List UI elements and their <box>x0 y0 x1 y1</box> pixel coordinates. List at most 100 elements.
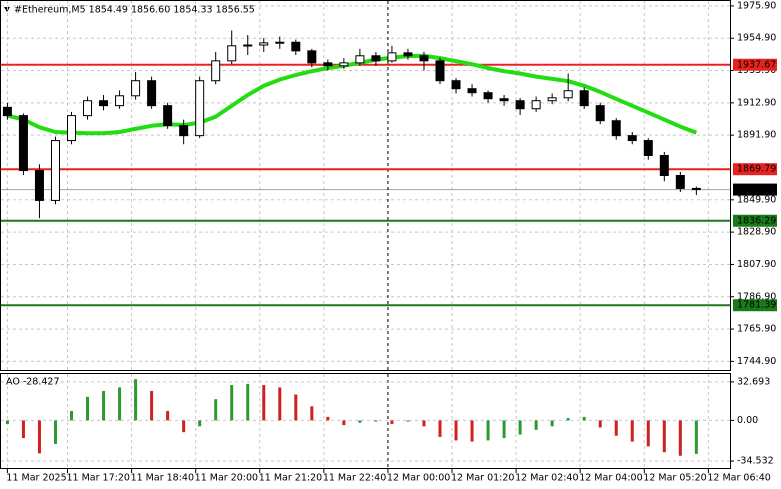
candle-body <box>83 100 93 117</box>
candle-body <box>259 42 269 46</box>
candle-body <box>419 55 429 62</box>
oscillator-panel <box>0 373 731 469</box>
labels: 1975.901954.901933.901912.901891.901849.… <box>6 0 777 484</box>
candle-body <box>611 120 621 137</box>
x-tick-label: 12 Mar 00:00 <box>387 473 450 484</box>
candle-body <box>515 100 525 110</box>
candle-body <box>99 100 109 107</box>
oscillator-bar <box>342 420 346 426</box>
candle-body <box>563 90 573 99</box>
oscillator-title: AO -28.427 <box>6 377 60 388</box>
level-line-box <box>733 163 777 176</box>
y-tick-label: 1765.90 <box>737 324 776 335</box>
oscillator-bar <box>358 420 362 423</box>
candle-body <box>355 55 365 64</box>
y-tick-label: 1744.90 <box>737 356 776 367</box>
oscillator-bar <box>374 420 378 422</box>
candle-body <box>323 62 333 67</box>
oscillator-bar <box>166 410 170 421</box>
oscillator-bar <box>5 420 9 424</box>
x-tick-label: 11 Mar 18:40 <box>131 473 194 484</box>
x-tick-label: 12 Mar 01:20 <box>451 473 514 484</box>
y-tick-label: 1786.90 <box>737 291 776 302</box>
oscillator-bar <box>470 420 474 442</box>
candle-body <box>387 52 397 62</box>
oscillator-bar <box>37 420 41 454</box>
candle-body <box>227 45 237 62</box>
candle-body <box>307 50 317 64</box>
candle-body <box>435 60 445 82</box>
candle-body <box>531 100 541 110</box>
plot <box>1 30 730 456</box>
oscillator-bar <box>598 420 602 428</box>
candle-body <box>115 95 125 107</box>
candle-body <box>163 105 173 127</box>
candle-body <box>66 115 76 142</box>
chart-title: #Ethereum,M5 1854.49 1856.60 1854.33 185… <box>14 5 255 16</box>
candle-body <box>403 52 413 57</box>
oscillator-bar <box>582 416 586 421</box>
oscillator-bar <box>694 420 698 454</box>
y-tick-label: 1954.90 <box>737 33 776 44</box>
y-tick-label: -34.532 <box>737 456 774 467</box>
candle-body <box>275 41 285 44</box>
oscillator-bar <box>21 420 25 439</box>
candle-body <box>467 88 477 94</box>
candle-body <box>483 92 493 100</box>
oscillator-bar <box>406 420 410 422</box>
x-tick-label: 12 Mar 04:00 <box>579 473 642 484</box>
candle-body <box>451 80 461 90</box>
candle-body <box>659 154 669 176</box>
oscillator-bar <box>646 420 650 447</box>
candle-body <box>691 187 701 191</box>
candle-body <box>179 125 189 137</box>
oscillator-bar <box>678 420 682 456</box>
oscillator-bar <box>518 420 522 435</box>
x-tick-label: 12 Mar 06:40 <box>707 473 770 484</box>
oscillator-bar <box>53 420 57 444</box>
candle-body <box>211 60 221 82</box>
candle-body <box>2 106 12 117</box>
y-tick-label: 1807.90 <box>737 259 776 270</box>
y-tick-label: 1975.90 <box>737 0 776 11</box>
main-panel <box>0 0 731 371</box>
level-line-box <box>733 214 777 227</box>
oscillator-bar <box>150 390 154 421</box>
x-tick-label: 11 Mar 2025 <box>6 473 66 484</box>
oscillator-bar <box>502 420 506 439</box>
level-line-label: 1836.29 <box>737 215 776 226</box>
candle-body <box>195 80 205 137</box>
oscillator-bar <box>230 385 234 421</box>
oscillator-bar <box>86 396 90 421</box>
y-tick-label: 1849.90 <box>737 194 776 205</box>
candle-body <box>579 90 589 107</box>
oscillator-bar <box>550 420 554 427</box>
candle-body <box>131 80 141 97</box>
level-line-label: 1869.79 <box>737 164 776 175</box>
level-line-label: 1781.39 <box>737 300 776 311</box>
y-tick-label: 1828.90 <box>737 227 776 238</box>
y-tick-label: 1912.90 <box>737 97 776 108</box>
oscillator-bar <box>486 420 490 441</box>
x-tick-label: 11 Mar 17:20 <box>66 473 129 484</box>
candle-body <box>34 170 44 201</box>
oscillator-bar <box>614 420 618 436</box>
candle-body <box>627 135 637 142</box>
x-tick-label: 12 Mar 02:40 <box>515 473 578 484</box>
oscillator-bar <box>534 420 538 430</box>
oscillator-bar <box>422 420 426 427</box>
oscillator-bar <box>278 387 282 421</box>
oscillator-bar <box>390 420 394 424</box>
oscillator-bar <box>182 420 186 433</box>
y-tick-label: 1891.90 <box>737 130 776 141</box>
level-line-box <box>733 299 777 312</box>
current-price-line-label: 1856.55 <box>737 184 776 195</box>
level-line-box <box>733 58 777 71</box>
candle-body <box>243 44 253 47</box>
candle-body <box>643 140 653 156</box>
oscillator-bar <box>454 420 458 441</box>
x-tick-label: 11 Mar 20:00 <box>195 473 258 484</box>
candle-body <box>18 115 28 172</box>
oscillator-bar <box>102 390 106 421</box>
